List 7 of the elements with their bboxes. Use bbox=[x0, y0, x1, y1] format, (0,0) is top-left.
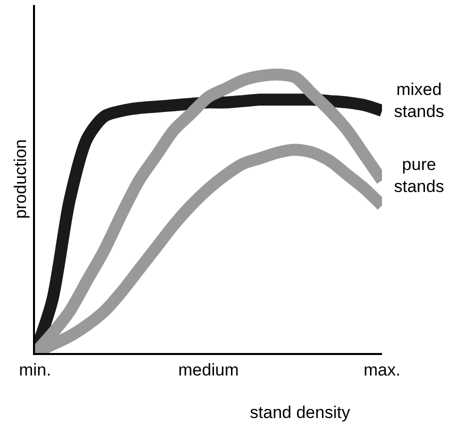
x-tick-label: medium bbox=[178, 360, 239, 380]
x-tick-label: max. bbox=[364, 360, 400, 380]
x-tick-label: min. bbox=[18, 360, 52, 380]
annotation: mixed stands bbox=[394, 80, 444, 122]
y-axis-title: production bbox=[11, 139, 30, 219]
annotation: pure stands bbox=[394, 155, 444, 196]
x-axis-title: stand density bbox=[250, 403, 351, 422]
